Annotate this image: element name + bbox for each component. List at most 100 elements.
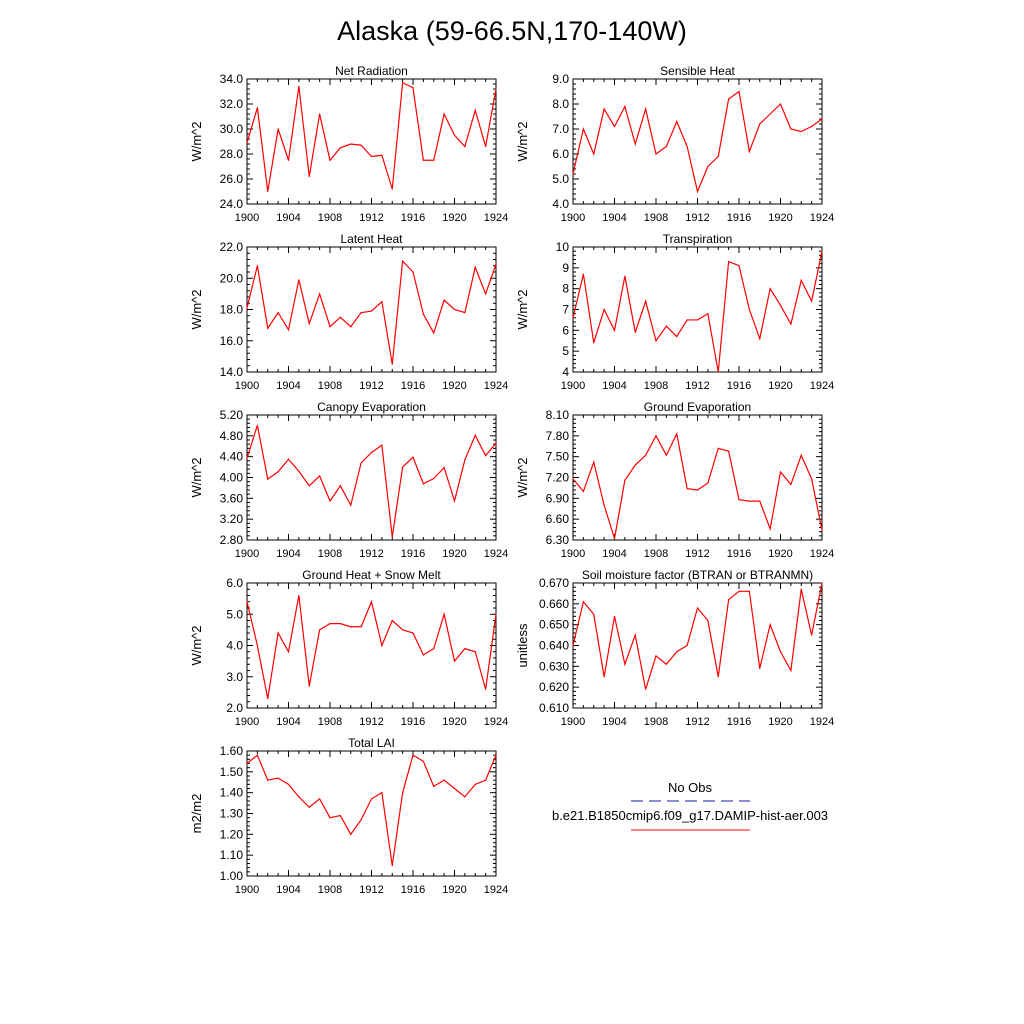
data-point: [707, 482, 709, 484]
x-tick-label: 1908: [318, 548, 342, 560]
data-point: [495, 263, 497, 265]
y-tick-label: 4.80: [220, 429, 244, 443]
data-point: [298, 279, 300, 281]
data-point: [759, 123, 761, 125]
y-tick-label: 4: [562, 365, 569, 379]
data-point: [811, 300, 813, 302]
data-point: [707, 619, 709, 622]
data-point: [707, 165, 709, 168]
data-point: [759, 667, 761, 670]
data-point: [422, 313, 424, 315]
data-point: [738, 90, 740, 93]
data-point: [433, 648, 435, 650]
data-point: [624, 479, 626, 481]
data-point: [433, 332, 435, 334]
y-tick-label: 1.60: [220, 744, 244, 758]
data-point: [308, 485, 310, 487]
x-tick-label: 1900: [235, 716, 259, 728]
y-tick-label: 3.0: [226, 670, 243, 684]
data-point: [277, 777, 279, 779]
x-tick-label: 1920: [442, 716, 466, 728]
data-point: [485, 688, 487, 690]
x-tick-label: 1916: [727, 716, 751, 728]
data-point: [360, 819, 362, 821]
x-tick-label: 1912: [359, 212, 383, 224]
y-tick-label: 5.0: [552, 172, 569, 186]
x-tick-label: 1908: [318, 212, 342, 224]
data-point: [603, 504, 605, 506]
x-tick-label: 1916: [401, 212, 425, 224]
data-point: [485, 293, 487, 295]
x-tick-label: 1904: [602, 716, 626, 728]
x-tick-label: 1924: [484, 716, 508, 728]
data-point: [308, 685, 310, 687]
data-point: [319, 629, 321, 631]
y-tick-label: 7.20: [546, 471, 570, 485]
y-tick-label: 6.60: [546, 512, 570, 526]
x-tick-label: 1908: [644, 716, 668, 728]
data-point: [277, 128, 279, 130]
data-point: [433, 477, 435, 480]
data-point: [339, 623, 341, 625]
y-tick-label: 4.00: [220, 471, 244, 485]
x-tick-label: 1900: [235, 212, 259, 224]
data-point: [370, 798, 373, 800]
x-tick-label: 1920: [768, 548, 792, 560]
data-point: [443, 613, 445, 615]
data-point: [717, 676, 719, 678]
data-point: [422, 483, 424, 485]
data-point: [350, 626, 352, 628]
x-tick-label: 1900: [561, 716, 585, 728]
data-point: [800, 454, 802, 456]
data-point: [339, 316, 341, 318]
x-tick-label: 1916: [401, 380, 425, 392]
y-tick-label: 9: [562, 261, 569, 275]
data-point: [769, 624, 771, 626]
y-tick-label: 0.650: [539, 618, 569, 632]
data-point: [655, 435, 657, 437]
data-point: [422, 760, 424, 763]
data-point: [308, 175, 310, 178]
x-tick-label: 1912: [359, 716, 383, 728]
data-point: [412, 754, 414, 756]
data-point: [287, 783, 290, 785]
data-point: [603, 308, 605, 311]
data-point: [319, 113, 321, 115]
data-point: [769, 288, 771, 290]
chart-panel: 1900 1904 1908 1912 1916 1920 1924 4 5 6 7 8 9 10 Tran…: [515, 232, 834, 392]
data-point: [572, 317, 574, 319]
data-point: [665, 454, 667, 456]
data-point: [728, 599, 730, 601]
x-tick-label: 1900: [235, 380, 259, 392]
x-tick-label: 1904: [276, 212, 300, 224]
panel-title: Transpiration: [663, 232, 733, 246]
data-point: [329, 623, 331, 625]
data-point: [613, 615, 616, 617]
y-axis-label: W/m^2: [515, 457, 530, 497]
data-point: [246, 142, 248, 144]
data-point: [339, 147, 341, 149]
data-point: [443, 779, 445, 781]
data-point: [329, 326, 331, 328]
data-point: [593, 613, 595, 615]
data-point: [319, 293, 321, 295]
data-point: [655, 153, 657, 155]
data-point: [603, 676, 605, 678]
data-point: [717, 155, 719, 158]
data-point: [360, 144, 362, 146]
data-point: [433, 785, 435, 788]
data-point: [582, 490, 584, 492]
y-tick-label: 1.20: [220, 827, 244, 841]
data-point: [676, 433, 678, 435]
panel-title: Soil moisture factor (BTRAN or BTRANMN): [582, 568, 813, 582]
y-tick-label: 14.0: [220, 365, 244, 379]
data-point: [412, 456, 414, 458]
data-point: [613, 538, 616, 540]
x-tick-label: 1900: [235, 548, 259, 560]
data-point: [464, 796, 466, 798]
data-point: [572, 478, 574, 480]
x-tick-label: 1904: [602, 212, 626, 224]
data-point: [665, 145, 667, 148]
